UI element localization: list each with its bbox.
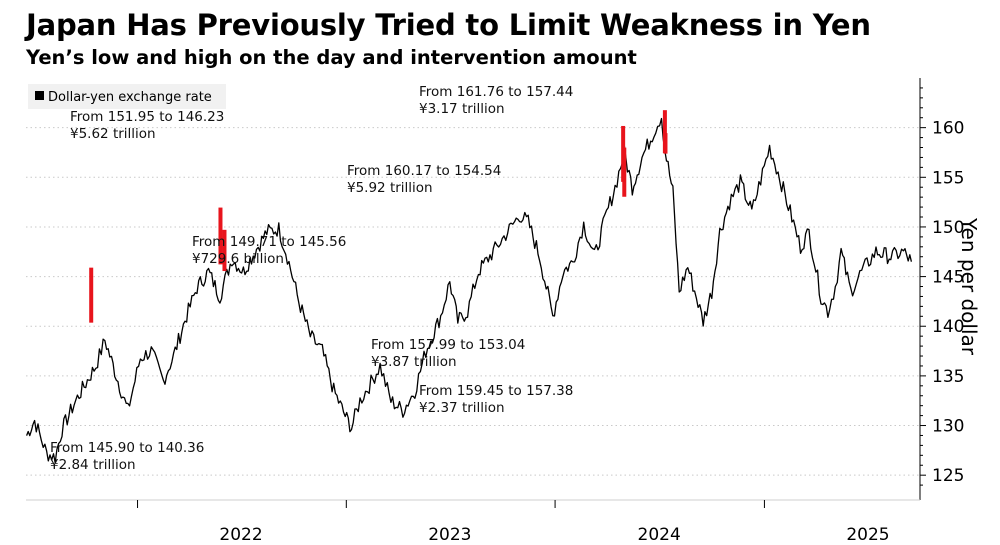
intervention-bar: [89, 267, 94, 323]
y-tick-label: 155: [932, 168, 964, 188]
chart-subtitle: Yen’s low and high on the day and interv…: [26, 46, 637, 69]
x-tick-label: 2023: [428, 525, 471, 545]
annotation-range: From 151.95 to 146.23: [70, 109, 224, 125]
intervention-markers: [89, 110, 668, 323]
intervention-bar: [662, 110, 667, 154]
annotation-amount: ¥3.17 trillion: [419, 101, 505, 117]
annotation-amount: ¥2.37 trillion: [419, 400, 505, 416]
intervention-bar: [222, 229, 227, 272]
x-tick-label: 2025: [846, 525, 889, 545]
y-tick-label: 150: [932, 218, 964, 238]
x-tick-label: 2024: [638, 525, 681, 545]
chart-title: Japan Has Previously Tried to Limit Weak…: [26, 8, 871, 42]
intervention-bar: [622, 147, 627, 197]
y-tick-label: 145: [932, 268, 964, 288]
annotation-amount: ¥2.84 trillion: [50, 457, 136, 473]
annotation-range: From 161.76 to 157.44: [419, 84, 573, 100]
annotation-range: From 149.71 to 145.56: [192, 234, 346, 250]
intervention-annotations: From 145.90 to 140.36¥2.84 trillion From …: [50, 84, 573, 473]
annotation-amount: ¥729.6 billion: [192, 251, 284, 267]
annotation-range: From 160.17 to 154.54: [347, 163, 501, 179]
y-tick-label: 125: [932, 466, 964, 486]
y-tick-label: 135: [932, 367, 964, 387]
x-axis: 2022 2023 2024 2025: [26, 499, 920, 545]
x-tick-label: 2022: [219, 525, 262, 545]
y-tick-label: 130: [932, 417, 964, 437]
grid-lines: [26, 127, 920, 476]
legend-box: [28, 84, 226, 109]
exchange-rate-series: [25, 117, 913, 464]
legend: Dollar-yen exchange rate: [28, 84, 226, 109]
y-axis: 125 130 135 140 145 150 155 160 Yen per dollar: [919, 78, 981, 500]
annotation-amount: ¥5.92 trillion: [347, 180, 433, 196]
legend-swatch: [35, 91, 44, 100]
legend-label: Dollar-yen exchange rate: [48, 90, 212, 105]
y-tick-label: 140: [932, 317, 964, 337]
y-tick-label: 160: [932, 119, 964, 139]
y-axis-title: Yen per dollar: [957, 217, 981, 356]
annotation-range: From 145.90 to 140.36: [50, 440, 204, 456]
exchange-rate-line: [25, 117, 913, 464]
annotation-range: From 159.45 to 157.38: [419, 383, 573, 399]
annotation-amount: ¥3.87 trillion: [371, 354, 457, 370]
intervention-bar: [218, 207, 223, 265]
intervention-bar: [663, 133, 668, 154]
annotation-amount: ¥5.62 trillion: [70, 126, 156, 142]
annotation-range: From 157.99 to 153.04: [371, 337, 525, 353]
